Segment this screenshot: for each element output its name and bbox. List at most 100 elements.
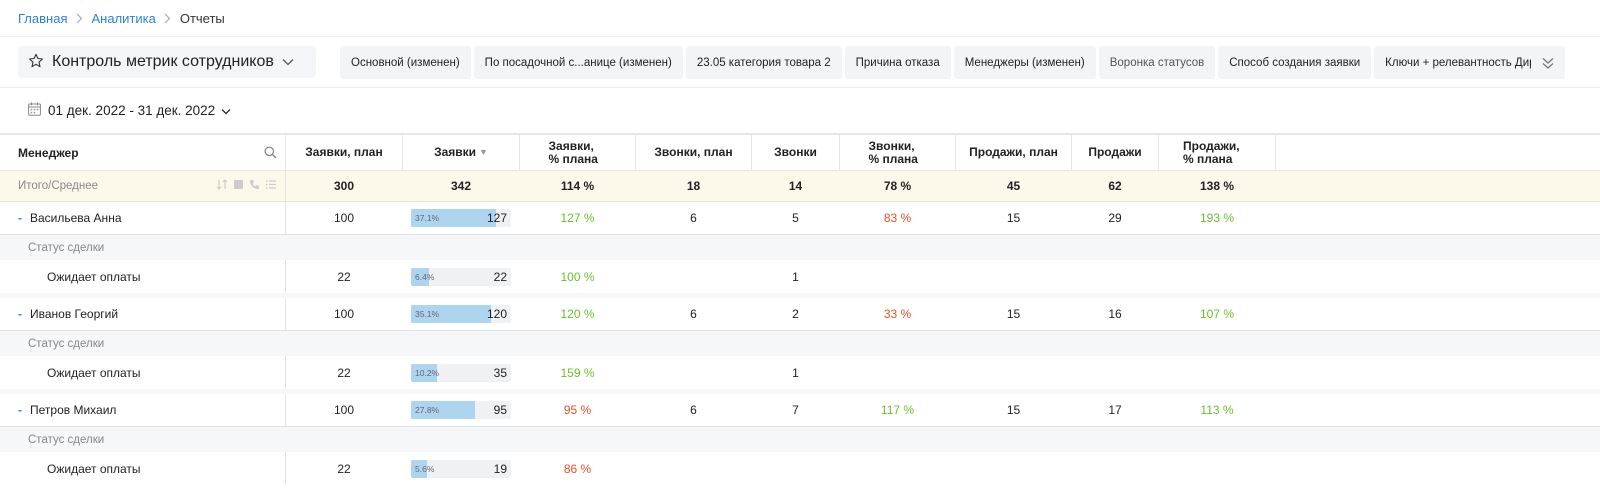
- column-header-sales-pct-label: Продажи, % плана: [1183, 138, 1240, 166]
- list-icon[interactable]: [265, 179, 277, 193]
- calendar-icon: [28, 102, 41, 119]
- column-divider: [285, 356, 286, 389]
- breadcrumb-current: Отчеты: [179, 10, 225, 26]
- square-icon[interactable]: [233, 179, 244, 193]
- leads-value: 19: [493, 461, 507, 476]
- collapse-icon[interactable]: -: [18, 403, 22, 417]
- leads-bar: 6.4% 22: [411, 267, 511, 286]
- leads-bar-fill: [411, 459, 427, 478]
- total-leads-pct: 114 %: [560, 179, 595, 193]
- total-sales: 62: [1108, 179, 1122, 193]
- star-icon[interactable]: [28, 53, 44, 72]
- sub-row-label: Ожидает оплаты: [47, 461, 141, 476]
- phone-icon[interactable]: [249, 179, 260, 193]
- column-header-manager[interactable]: Менеджер: [18, 145, 79, 160]
- column-header-calls-plan[interactable]: Звонки, план: [654, 145, 733, 159]
- table-header: Менеджер Заявки, план Заявки ▼ Заявки, %…: [0, 133, 1600, 171]
- leads-cell: 37.1% 127: [403, 202, 519, 234]
- leads-bar-fill: [411, 363, 437, 382]
- manager-name: - Иванов Георгий: [18, 298, 118, 330]
- table-row[interactable]: - Иванов Георгий 100 35.1% 120 120 % 6 2…: [0, 298, 1600, 331]
- column-header-sales[interactable]: Продажи: [1088, 145, 1142, 159]
- calls: [752, 452, 839, 485]
- column-divider: [285, 260, 286, 293]
- column-header-sales-plan[interactable]: Продажи, план: [969, 145, 1058, 159]
- calls: 2: [792, 307, 799, 321]
- leads-bar: 37.1% 127: [411, 209, 511, 227]
- sort-icon[interactable]: [216, 179, 228, 193]
- column-header-sales-pct[interactable]: Продажи, % плана: [1159, 135, 1275, 170]
- status-group-row: Статус сделки: [0, 427, 1600, 452]
- column-header-leads-pct-label: Заявки, % плана: [548, 138, 598, 166]
- double-chevron-down-icon[interactable]: [1531, 46, 1565, 79]
- column-divider: [1071, 135, 1072, 170]
- leads-cell: 35.1% 120: [403, 298, 519, 330]
- chevron-down-icon: [282, 55, 294, 69]
- column-header-leads-pct[interactable]: Заявки, % плана: [520, 135, 635, 170]
- calls-plan: 6: [690, 307, 697, 321]
- report-selector[interactable]: Контроль метрик сотрудников: [18, 46, 316, 78]
- leads-value: 35: [493, 365, 507, 380]
- calls-pct: 117 %: [880, 403, 915, 417]
- manager-name: - Васильева Анна: [18, 202, 122, 234]
- tab-status-funnel[interactable]: Воронка статусов: [1098, 46, 1216, 79]
- leads-value: 95: [493, 403, 507, 417]
- tab-refusal-reason[interactable]: Причина отказа: [844, 46, 951, 79]
- status-group-label: Статус сделки: [28, 241, 105, 254]
- collapse-icon[interactable]: -: [18, 307, 22, 321]
- sort-desc-icon: ▼: [479, 147, 488, 157]
- leads-share: 37.1%: [415, 213, 440, 223]
- sub-row-label: Ожидает оплаты: [47, 365, 141, 380]
- report-tabs: Основной (изменен) По посадочной с...ани…: [340, 46, 1564, 79]
- leads-plan: 100: [333, 403, 355, 417]
- leads-bar: 10.2% 35: [411, 363, 511, 382]
- leads-share: 35.1%: [415, 309, 440, 319]
- leads-cell: 27.8% 95: [403, 394, 519, 426]
- column-header-leads-plan[interactable]: Заявки, план: [305, 145, 383, 159]
- breadcrumb-analytics[interactable]: Аналитика: [91, 10, 156, 26]
- sales-plan: 15: [1006, 307, 1021, 321]
- total-leads: 342: [450, 179, 472, 193]
- leads-pct: 86 %: [563, 461, 592, 476]
- tab-main[interactable]: Основной (изменен): [340, 46, 471, 79]
- calls: 1: [792, 269, 799, 284]
- date-range-picker[interactable]: 01 дек. 2022 - 31 дек. 2022: [28, 101, 231, 119]
- breadcrumb-home[interactable]: Главная: [18, 10, 68, 26]
- leads-plan: 100: [333, 211, 355, 225]
- calls: 1: [792, 365, 799, 380]
- tab-managers[interactable]: Менеджеры (изменен): [953, 46, 1096, 79]
- leads-pct: 159 %: [560, 365, 595, 380]
- column-header-leads[interactable]: Заявки ▼: [403, 135, 519, 170]
- column-header-calls-pct[interactable]: Звонки, % плана: [840, 135, 955, 170]
- leads-pct: 120 %: [560, 307, 595, 321]
- sub-row[interactable]: Ожидает оплаты 22 10.2% 35 159 % 1: [0, 356, 1600, 389]
- leads-bar: 35.1% 120: [411, 305, 511, 323]
- tab-product-category[interactable]: 23.05 категория товара 2: [685, 46, 842, 79]
- leads-value: 127: [486, 211, 507, 225]
- column-divider: [1275, 135, 1276, 170]
- column-divider: [402, 135, 403, 170]
- tab-landing-page[interactable]: По посадочной с...анице (изменен): [473, 46, 683, 79]
- column-divider: [751, 135, 752, 170]
- sub-row[interactable]: Ожидает оплаты 22 5.6% 19 86 %: [0, 452, 1600, 485]
- column-divider: [955, 135, 956, 170]
- leads-value: 120: [486, 307, 507, 321]
- collapse-icon[interactable]: -: [18, 211, 22, 225]
- sales-pct: 107 %: [1199, 307, 1235, 321]
- table-row[interactable]: - Петров Михаил 100 27.8% 95 95 % 6 7 11…: [0, 394, 1600, 427]
- leads-plan: 22: [337, 461, 351, 476]
- calls: 5: [792, 211, 799, 225]
- column-header-calls[interactable]: Звонки: [774, 145, 817, 159]
- header-divider: [0, 36, 1600, 37]
- sub-row[interactable]: Ожидает оплаты 22 6.4% 22 100 % 1: [0, 260, 1600, 293]
- leads-bar: 27.8% 95: [411, 401, 511, 419]
- leads-pct: 127 %: [560, 211, 595, 225]
- sales: 29: [1108, 211, 1122, 225]
- leads-plan: 100: [333, 307, 355, 321]
- search-icon[interactable]: [264, 135, 277, 170]
- sales-pct: 193 %: [1199, 211, 1235, 225]
- calls-pct: 83 %: [883, 211, 912, 225]
- table-row[interactable]: - Васильева Анна 100 37.1% 127 127 % 6 5…: [0, 202, 1600, 235]
- tab-lead-creation-method[interactable]: Способ создания заявки: [1218, 46, 1372, 79]
- total-calls-pct: 78 %: [883, 179, 912, 193]
